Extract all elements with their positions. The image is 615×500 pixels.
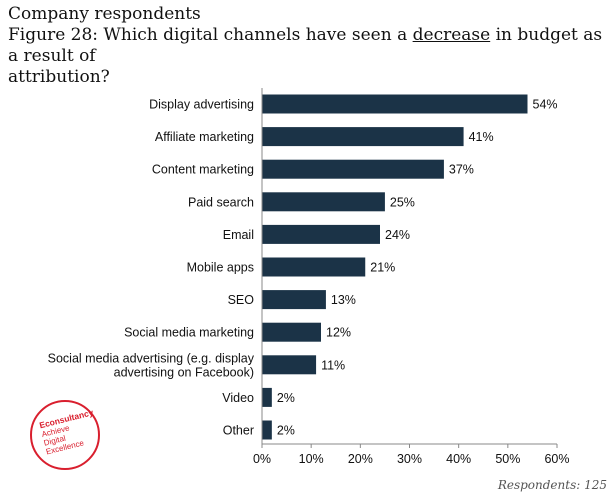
category-label: Mobile apps [187, 261, 254, 275]
category-label: Video [222, 391, 254, 405]
x-tick-label: 60% [544, 452, 569, 466]
data-label: 37% [449, 163, 474, 177]
category-label: Content marketing [152, 163, 254, 177]
bar [262, 159, 444, 179]
data-label: 13% [331, 293, 356, 307]
x-tick-label: 50% [495, 452, 520, 466]
category-label: Social media marketing [124, 326, 254, 340]
category-label: Email [223, 228, 254, 242]
bar [262, 257, 366, 277]
bar [262, 94, 528, 114]
econsultancy-logo: Econsultancy Achieve Digital Excellence [28, 398, 102, 472]
category-label: Affiliate marketing [155, 130, 254, 144]
bar [262, 127, 464, 147]
bar [262, 322, 321, 342]
respondents-note: Respondents: 125 [497, 478, 607, 492]
logo-ring-icon [30, 400, 100, 470]
chart-title-line-1: Figure 28: Which digital channels have s… [8, 25, 608, 67]
data-label: 41% [469, 130, 494, 144]
data-label: 24% [385, 228, 410, 242]
x-tick-label: 10% [299, 452, 324, 466]
chart-title-block: Company respondents Figure 28: Which dig… [8, 4, 608, 88]
category-label: Display advertising [149, 98, 254, 112]
category-label: SEO [228, 293, 255, 307]
title-part-1: Figure 28: Which digital channels have s… [8, 25, 413, 45]
data-label: 21% [370, 261, 395, 275]
data-label: 25% [390, 195, 415, 209]
x-tick-label: 20% [348, 452, 373, 466]
data-label: 11% [321, 358, 345, 372]
category-label: Paid search [188, 195, 254, 209]
data-label: 12% [326, 326, 351, 340]
category-label: Other [223, 424, 254, 438]
bar [262, 355, 317, 375]
chart-title-line-2: attribution? [8, 67, 110, 87]
category-label: advertising on Facebook) [114, 365, 254, 379]
bar [262, 224, 380, 244]
title-emphasis: decrease [412, 25, 491, 45]
subtitle: Company respondents [8, 4, 201, 24]
data-label: 2% [277, 424, 295, 438]
title-part-2: in budget as a result of [8, 25, 603, 66]
bar [262, 420, 272, 440]
data-label: 2% [277, 391, 295, 405]
bar [262, 387, 272, 407]
x-tick-label: 0% [253, 452, 271, 466]
data-label: 54% [533, 98, 558, 112]
category-label: Social media advertising (e.g. display [48, 351, 255, 365]
x-tick-label: 40% [446, 452, 471, 466]
bar [262, 290, 326, 310]
bar [262, 192, 385, 212]
x-tick-label: 30% [397, 452, 422, 466]
